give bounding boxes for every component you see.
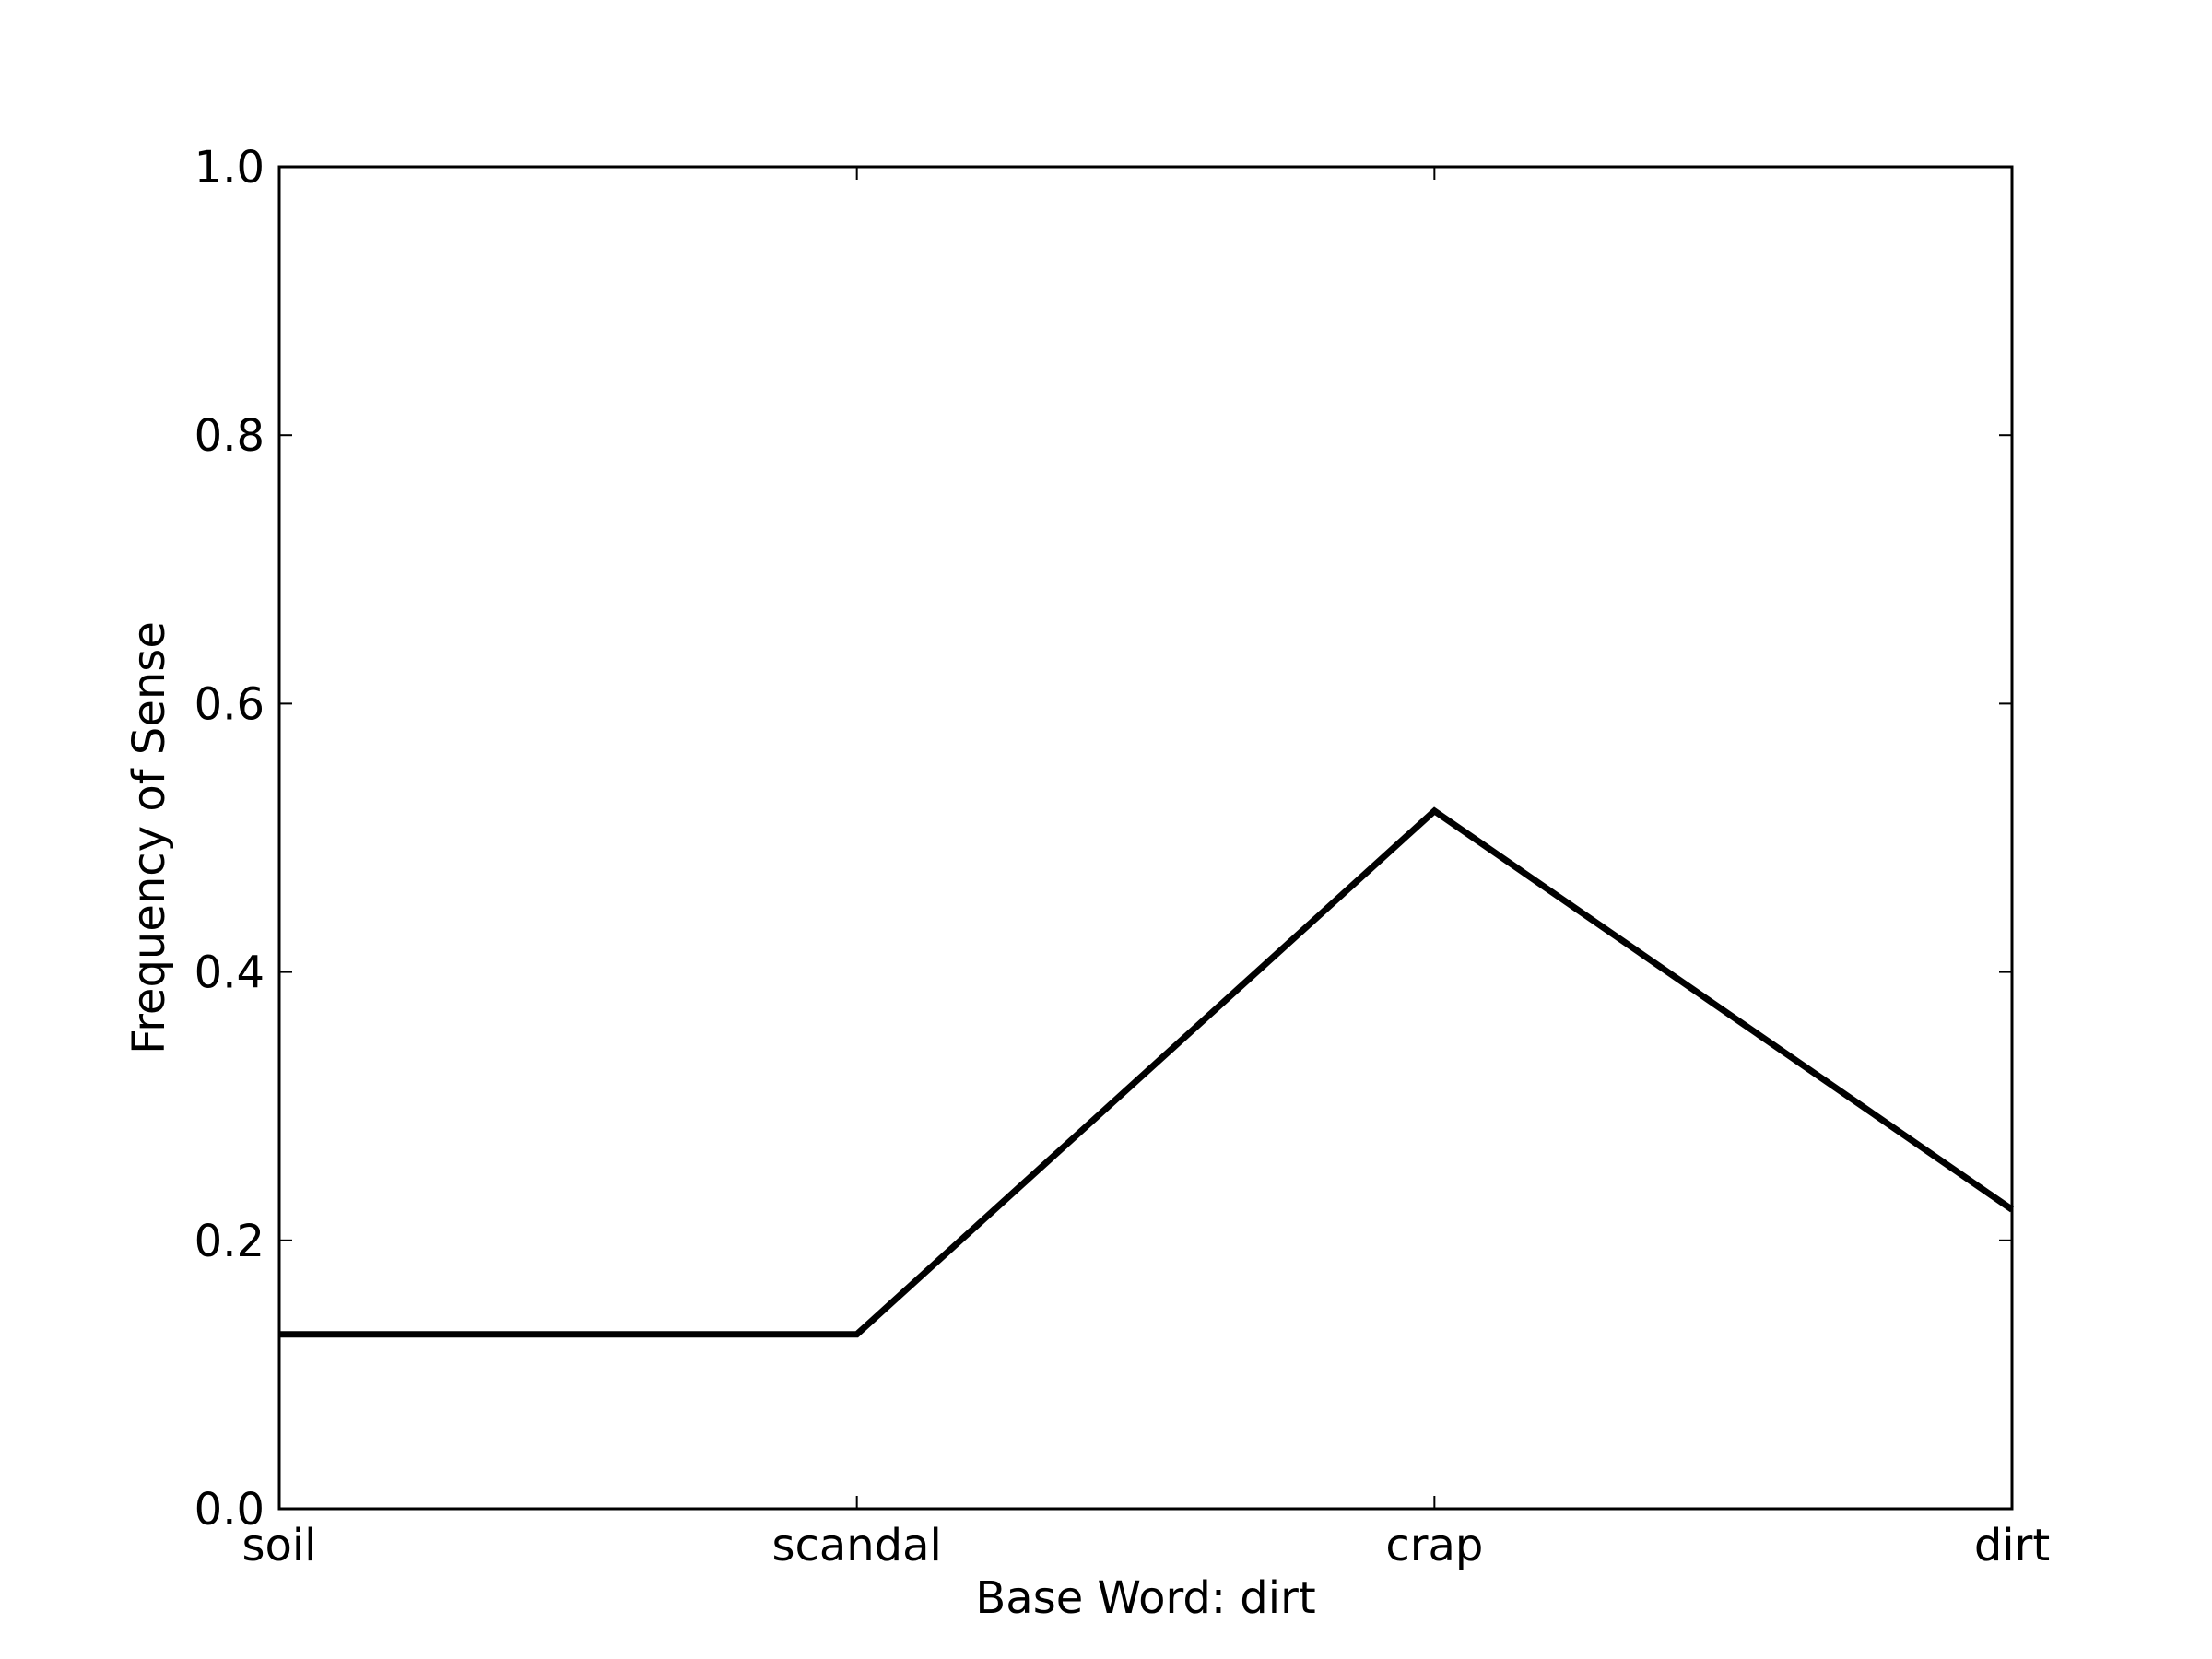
x-tick-label: dirt	[1974, 1520, 2050, 1571]
y-tick-label: 1.0	[194, 142, 265, 194]
y-tick-label: 0.8	[194, 410, 265, 462]
y-tick-label: 0.0	[194, 1484, 265, 1535]
y-tick-label: 0.2	[194, 1216, 265, 1267]
x-tick-label: crap	[1385, 1520, 1483, 1571]
series-layer	[278, 806, 2014, 1338]
x-tick-label: scandal	[771, 1520, 941, 1571]
x-axis: soil scandal crap dirt	[241, 167, 2050, 1571]
plot-frame	[277, 165, 2014, 1511]
data-point	[856, 1334, 858, 1335]
y-axis-label: Frequency of Sense	[124, 621, 175, 1054]
y-tick-label: 0.4	[194, 947, 265, 999]
data-point	[278, 1334, 280, 1335]
series-line	[279, 806, 2014, 1338]
x-axis-label: Base Word: dirt	[975, 1572, 1315, 1624]
y-axis: 0.0 0.2 0.4 0.6 0.8 1.0	[194, 142, 2012, 1535]
y-tick-label: 0.6	[194, 678, 265, 730]
plot-area	[277, 165, 2014, 1511]
data-point	[2011, 1208, 2013, 1210]
data-point	[1433, 810, 1435, 812]
x-tick-label: soil	[241, 1520, 316, 1571]
